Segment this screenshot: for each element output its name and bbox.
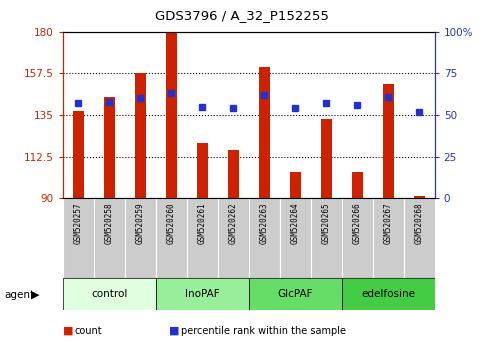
- Bar: [63, 278, 156, 310]
- Text: ■: ■: [63, 326, 73, 336]
- Bar: [290, 172, 300, 198]
- Text: GSM520259: GSM520259: [136, 202, 145, 244]
- Bar: [187, 198, 218, 278]
- Bar: [280, 198, 311, 278]
- Text: GSM520264: GSM520264: [291, 202, 300, 244]
- Bar: [63, 198, 94, 278]
- Text: GSM520263: GSM520263: [260, 202, 269, 244]
- Text: GDS3796 / A_32_P152255: GDS3796 / A_32_P152255: [155, 9, 328, 22]
- Bar: [259, 67, 270, 198]
- Text: GSM520268: GSM520268: [415, 202, 424, 244]
- Bar: [342, 198, 373, 278]
- Bar: [249, 198, 280, 278]
- Bar: [135, 74, 146, 198]
- Text: ■: ■: [169, 326, 180, 336]
- Bar: [218, 198, 249, 278]
- Text: GSM520257: GSM520257: [74, 202, 83, 244]
- Bar: [73, 112, 84, 198]
- Bar: [383, 84, 394, 198]
- Text: edelfosine: edelfosine: [361, 289, 415, 299]
- Bar: [125, 198, 156, 278]
- Bar: [156, 278, 249, 310]
- Bar: [342, 278, 435, 310]
- Bar: [228, 150, 239, 198]
- Text: InoPAF: InoPAF: [185, 289, 220, 299]
- Text: GSM520260: GSM520260: [167, 202, 176, 244]
- Text: GSM520266: GSM520266: [353, 202, 362, 244]
- Bar: [373, 198, 404, 278]
- Text: control: control: [91, 289, 128, 299]
- Text: percentile rank within the sample: percentile rank within the sample: [181, 326, 346, 336]
- Bar: [414, 196, 425, 198]
- Bar: [321, 119, 332, 198]
- Text: count: count: [75, 326, 102, 336]
- Text: GSM520261: GSM520261: [198, 202, 207, 244]
- Bar: [404, 198, 435, 278]
- Bar: [166, 32, 177, 198]
- Text: GSM520265: GSM520265: [322, 202, 331, 244]
- Text: agent: agent: [5, 290, 35, 299]
- Text: GSM520262: GSM520262: [229, 202, 238, 244]
- Bar: [249, 278, 342, 310]
- Text: GlcPAF: GlcPAF: [278, 289, 313, 299]
- Bar: [94, 198, 125, 278]
- Text: GSM520267: GSM520267: [384, 202, 393, 244]
- Bar: [156, 198, 187, 278]
- Bar: [197, 143, 208, 198]
- Bar: [311, 198, 342, 278]
- Text: GSM520258: GSM520258: [105, 202, 114, 244]
- Bar: [352, 172, 363, 198]
- Bar: [104, 97, 114, 198]
- Text: ▶: ▶: [31, 290, 40, 299]
